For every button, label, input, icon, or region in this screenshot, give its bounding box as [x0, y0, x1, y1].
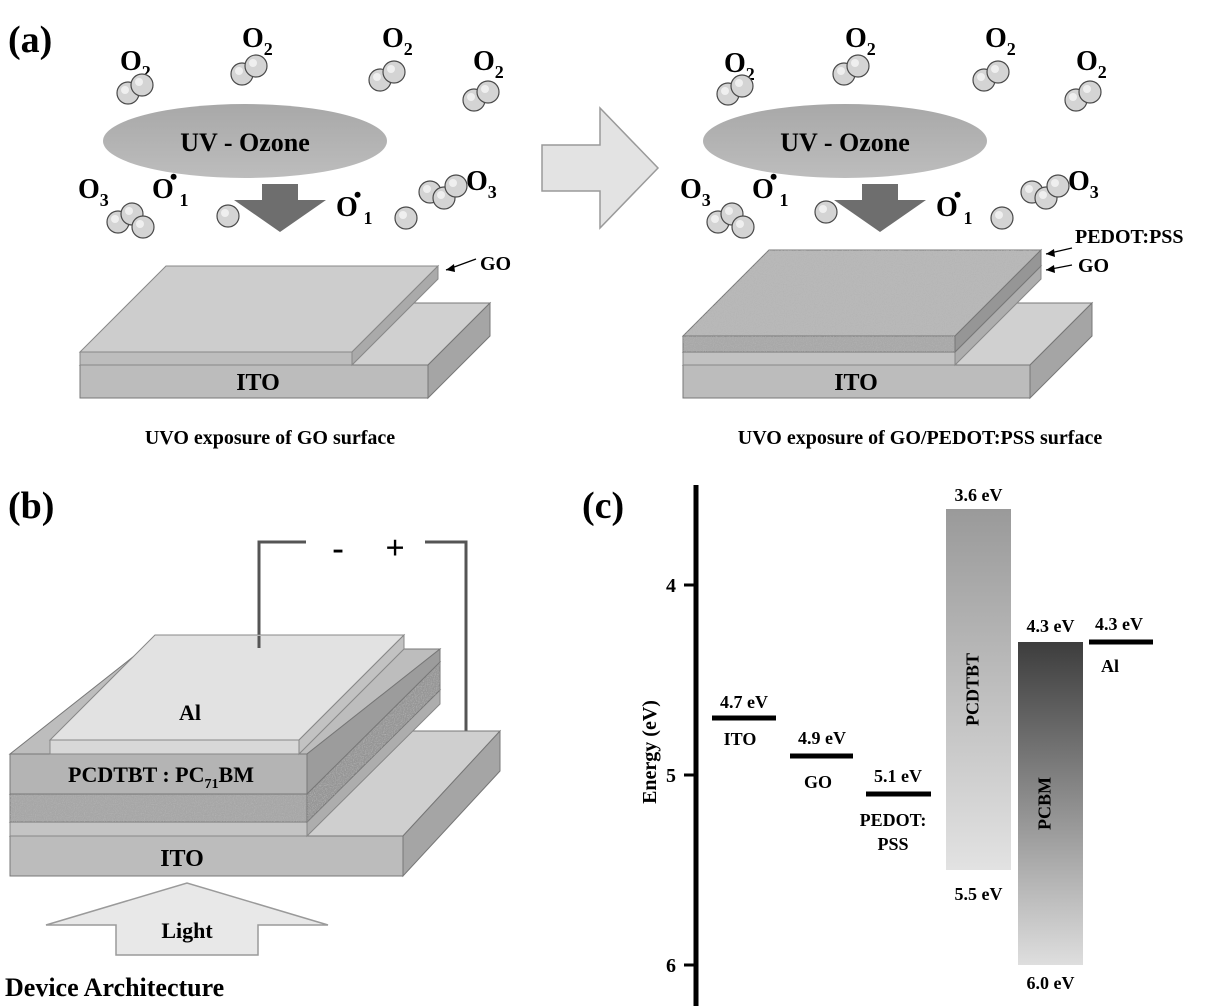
energy-band-homo: 6.0 eV: [1027, 973, 1075, 993]
svg-text:O2: O2: [242, 23, 273, 59]
energy-band: [946, 509, 1011, 870]
energy-level-name: GO: [804, 772, 832, 792]
al-electrode: Al: [48, 633, 406, 756]
svg-text:O•1: O•1: [336, 182, 372, 228]
svg-text:Al: Al: [179, 700, 201, 725]
panel-a-right-scene: O2 O2 O2 O2 UV - Ozone O3 O•1: [680, 23, 1184, 449]
o3-molecule: O3: [418, 166, 497, 210]
o2-molecule: O2: [368, 23, 413, 92]
uv-ozone-label: UV - Ozone: [180, 128, 310, 157]
energy-level-value: 4.7 eV: [720, 692, 768, 712]
panel-b-label: (b): [8, 485, 54, 527]
o2-molecule: O2: [1064, 46, 1107, 112]
panel-a-left-scene: O2 O2 O2 O2 UV - Ozone O3: [78, 23, 511, 449]
energy-bands: PCDTBT 3.6 eV 5.5 eV PCBM 4.3 eV 6.0 eV: [946, 485, 1083, 993]
svg-text:O3: O3: [680, 174, 711, 210]
panel-b: (b) - + ITO: [5, 485, 502, 1002]
svg-text:O2: O2: [473, 46, 504, 82]
wire-negative: [257, 540, 306, 637]
svg-text:O2: O2: [985, 23, 1016, 59]
caption-device-architecture: Device Architecture: [5, 973, 224, 1002]
o2-molecule: O2: [716, 48, 755, 106]
energy-level-value: 4.9 eV: [798, 728, 846, 748]
svg-text:ITO: ITO: [160, 846, 204, 872]
svg-text:ITO: ITO: [834, 370, 878, 396]
pedot-pss-label: PEDOT:PSS: [1075, 226, 1184, 248]
svg-text:O2: O2: [1076, 46, 1107, 82]
svg-text:O3: O3: [78, 174, 109, 210]
o2-molecule: O2: [462, 46, 504, 112]
down-arrow-icon: [234, 184, 326, 232]
energy-level-name: PEDOT:: [860, 810, 927, 830]
uv-ozone-lamp: [103, 104, 387, 178]
svg-text:O2: O2: [845, 23, 876, 59]
o-atom: O•1: [152, 164, 240, 228]
svg-text:O2: O2: [120, 46, 151, 82]
polarity-plus: +: [385, 530, 404, 567]
svg-text:ITO: ITO: [236, 370, 280, 396]
uv-ozone-lamp: [703, 104, 987, 178]
y-axis-label: Energy (eV): [639, 700, 661, 804]
y-tick-label: 6: [666, 955, 676, 977]
o3-molecule: O3: [680, 174, 755, 239]
svg-text:O•1: O•1: [152, 164, 188, 210]
panel-a-label: (a): [8, 19, 52, 61]
y-tick-label: 5: [666, 765, 676, 787]
svg-text:PCDTBT : PC71BM: PCDTBT : PC71BM: [68, 762, 254, 792]
polarity-minus: -: [332, 530, 343, 567]
svg-text:O2: O2: [724, 48, 755, 84]
panel-a: (a) O2 O2 O2 O2 UV - Ozone: [8, 19, 1184, 449]
o3-molecule: O3: [78, 174, 155, 239]
energy-band-homo: 5.5 eV: [955, 884, 1003, 904]
light-arrow-icon: [45, 882, 329, 956]
energy-level-name: ITO: [724, 729, 757, 749]
o-atom: O•1: [336, 182, 418, 230]
svg-text:O3: O3: [466, 166, 497, 202]
wire-positive: [425, 540, 468, 740]
o-atom: O•1: [752, 164, 838, 224]
energy-band-name: PCDTBT: [963, 653, 983, 726]
y-tick-label: 4: [666, 575, 676, 597]
energy-level-name: PSS: [877, 834, 908, 854]
energy-level-value: 5.1 eV: [874, 766, 922, 786]
energy-band-name: PCBM: [1035, 777, 1055, 830]
energy-level-name: Al: [1101, 656, 1119, 676]
go-layer: [78, 264, 440, 367]
svg-text:O•1: O•1: [752, 164, 788, 210]
go-label: GO: [480, 253, 511, 275]
panel-c-label: (c): [582, 485, 624, 527]
uv-ozone-label: UV - Ozone: [780, 128, 910, 157]
energy-levels: 4.7 eV ITO 4.9 eV GO 5.1 eV PEDOT: PSS 4.3 eV Al: [712, 614, 1153, 854]
right-arrow-icon: [541, 106, 660, 230]
o2-molecule: O2: [116, 46, 154, 105]
energy-level-value: 4.3 eV: [1095, 614, 1143, 634]
o3-molecule: O3: [1020, 166, 1099, 210]
go-label: GO: [1078, 255, 1109, 277]
y-ticks: 4 5 6: [666, 575, 696, 977]
svg-text:O3: O3: [1068, 166, 1099, 202]
pedot-pss-layer: [681, 248, 1043, 354]
caption-left: UVO exposure of GO surface: [145, 427, 395, 449]
energy-band-lumo: 4.3 eV: [1027, 616, 1075, 636]
o-atom: O•1: [936, 182, 1014, 230]
o2-molecule: O2: [230, 23, 273, 86]
o2-molecule: O2: [972, 23, 1016, 92]
energy-band: [1018, 642, 1083, 965]
o2-molecule: O2: [832, 23, 876, 86]
down-arrow-icon: [834, 184, 926, 232]
svg-text:O2: O2: [382, 23, 413, 59]
panel-c: (c) Energy (eV) 4 5 6 4.7 eV ITO 4.9 eV GO 5.1…: [582, 485, 1153, 1006]
svg-text:O•1: O•1: [936, 182, 972, 228]
light-label: Light: [161, 918, 213, 943]
caption-right: UVO exposure of GO/PEDOT:PSS surface: [738, 427, 1103, 449]
energy-band-lumo: 3.6 eV: [955, 485, 1003, 505]
